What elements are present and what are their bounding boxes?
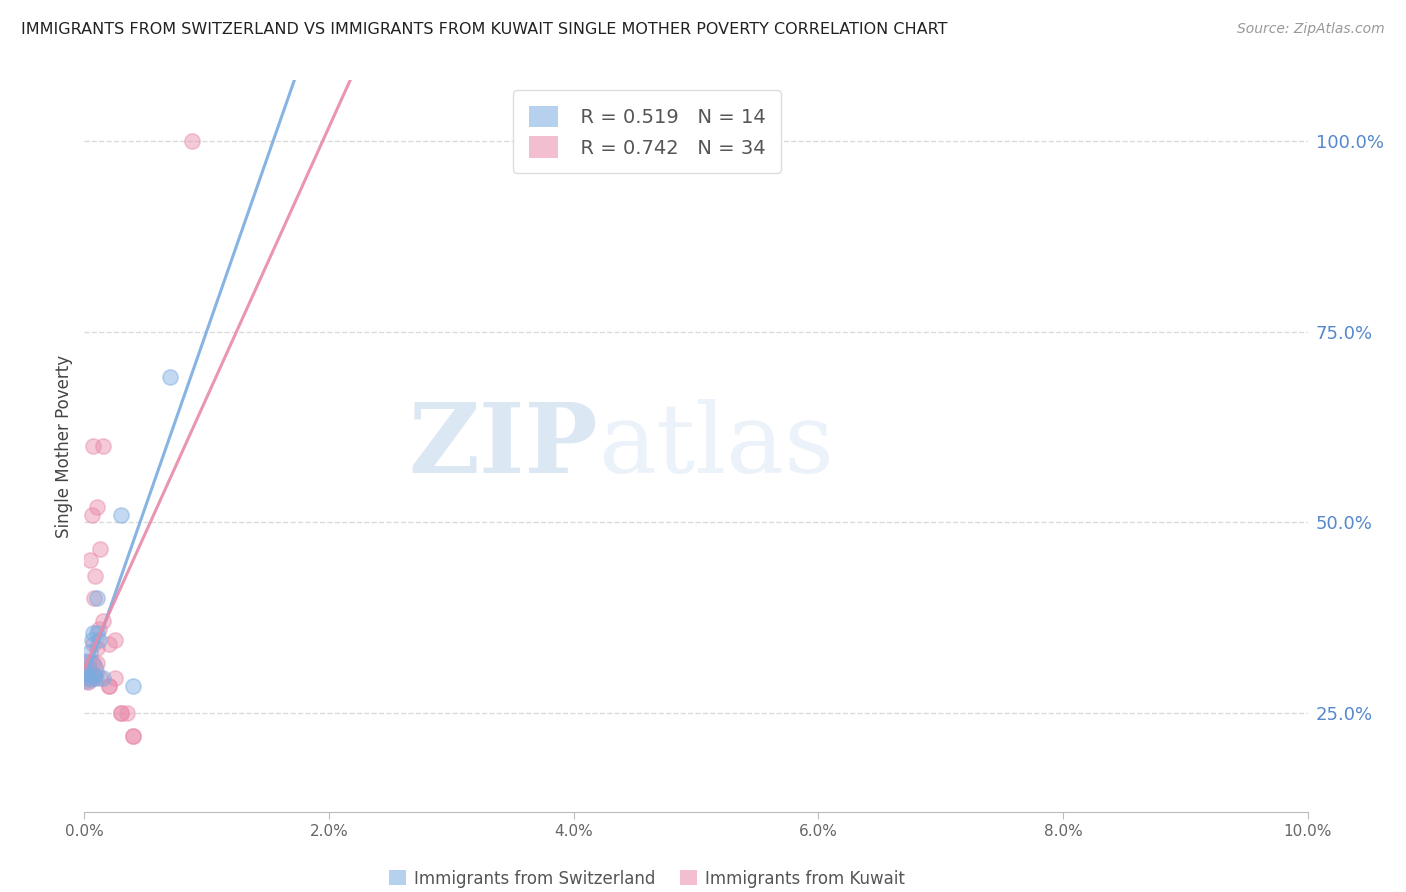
Point [97,679,120,693]
Point [83,591,105,606]
Point [77,672,100,686]
Point [89,672,111,686]
Point [91,672,114,686]
Point [97,679,120,693]
Point [110,706,132,720]
Point [110,508,132,522]
Y-axis label: Single Mother Poverty: Single Mother Poverty [55,354,73,538]
Point [75,664,97,678]
Point [83,667,105,681]
Point [77,656,100,670]
Point [84,672,107,686]
Point [82,656,104,670]
Point [82,637,104,651]
Point [115,706,138,720]
Point [79,553,101,567]
Point [86,656,108,670]
Point [89,541,111,556]
Point [91,439,114,453]
Point [122,729,145,743]
Point [77,660,100,674]
Point [79,645,101,659]
Point [91,614,114,628]
Point [76,667,98,681]
Text: IMMIGRANTS FROM SWITZERLAND VS IMMIGRANTS FROM KUWAIT SINGLE MOTHER POVERTY CORR: IMMIGRANTS FROM SWITZERLAND VS IMMIGRANT… [21,22,948,37]
Point [97,637,120,651]
Point [80,508,103,522]
Point [76,672,98,686]
Point [104,633,127,648]
Point [79,672,101,686]
Point [122,729,145,743]
Point [87,622,110,636]
Point [75,664,97,678]
Point [122,679,145,693]
Point [86,625,108,640]
Point [159,370,181,384]
Point [75,664,97,678]
Text: atlas: atlas [598,399,834,493]
Point [86,591,108,606]
Point [84,568,107,582]
Legend: Immigrants from Switzerland, Immigrants from Kuwait: Immigrants from Switzerland, Immigrants … [389,870,905,888]
Point [104,672,127,686]
Point [83,667,105,681]
Text: ZIP: ZIP [409,399,598,493]
Point [80,667,103,681]
Point [181,134,204,148]
Point [86,500,108,514]
Point [82,439,104,453]
Point [80,633,103,648]
Point [86,640,108,655]
Text: Source: ZipAtlas.com: Source: ZipAtlas.com [1237,22,1385,37]
Point [77,675,100,690]
Point [110,706,132,720]
Point [87,633,110,648]
Point [82,625,104,640]
Point [77,660,100,674]
